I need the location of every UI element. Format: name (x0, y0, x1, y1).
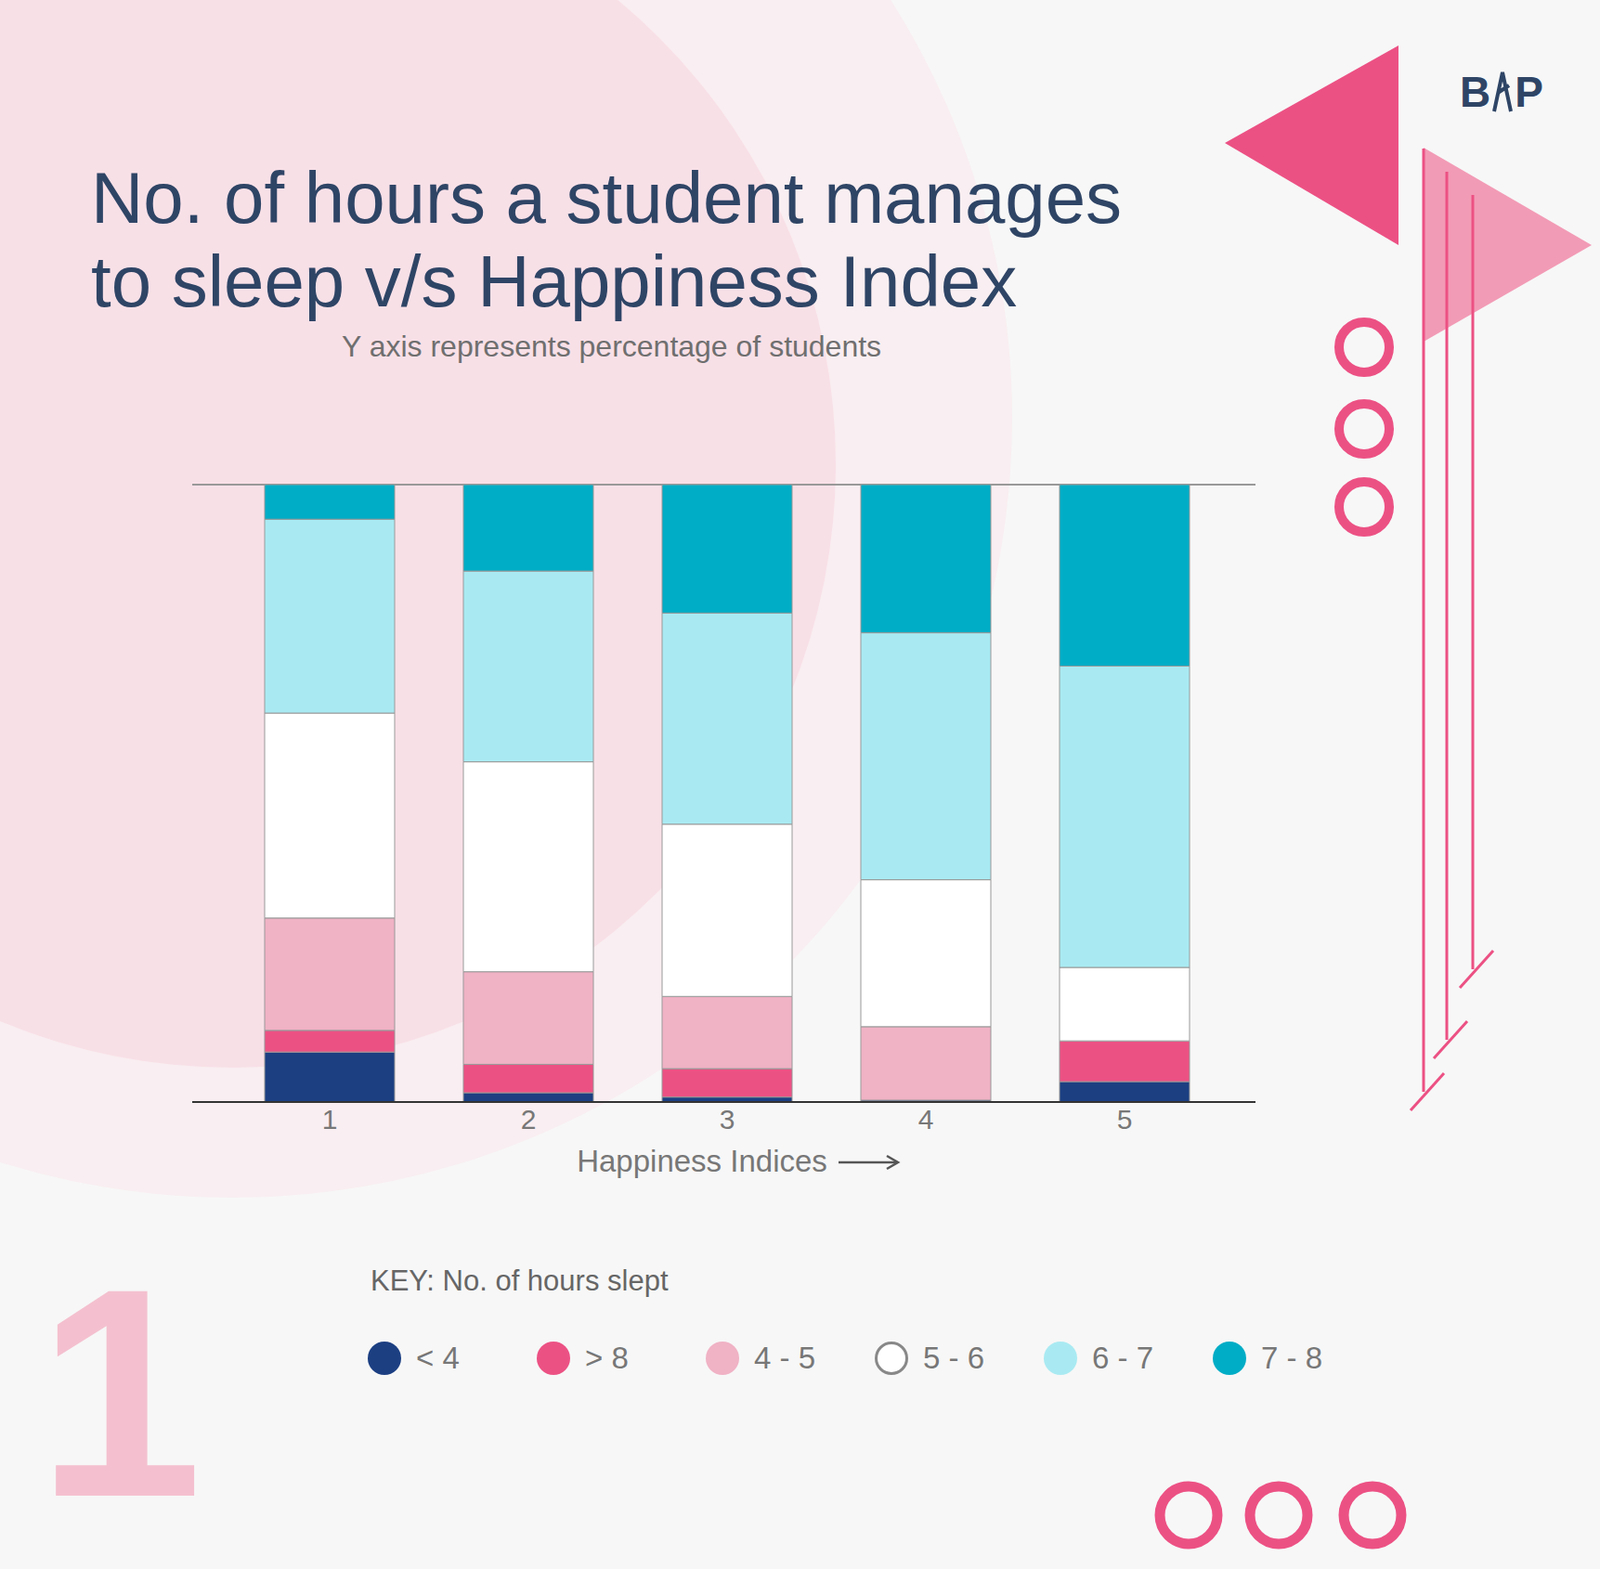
svg-text:5: 5 (1117, 1104, 1133, 1135)
html-text:4 - 5: 4 - 5 (754, 1340, 816, 1376)
html-text:KEY: No. of hours slept: KEY: No. of hours slept (370, 1264, 669, 1298)
svg-text:2: 2 (520, 1104, 537, 1135)
html-text:to sleep v/s Happiness Index: to sleep v/s Happiness Index (91, 240, 1018, 323)
html-text:> 8: > 8 (585, 1340, 629, 1376)
svg-text:4: 4 (918, 1104, 935, 1135)
html-text:No. of hours a student manages: No. of hours a student manages (91, 156, 1122, 239)
html-text:Y axis represents percentage o: Y axis represents percentage of students (341, 329, 882, 364)
html-text:P: P (1514, 67, 1544, 117)
html-text:Happiness Indices: Happiness Indices (576, 1144, 828, 1179)
svg-text:1: 1 (322, 1104, 339, 1135)
svg-text:3: 3 (719, 1104, 736, 1135)
html-text:7 - 8: 7 - 8 (1261, 1340, 1323, 1376)
html-text:< 4: < 4 (416, 1340, 460, 1376)
html-text:B: B (1459, 67, 1491, 117)
html-text:1: 1 (37, 1226, 203, 1560)
html-text:6 - 7: 6 - 7 (1092, 1340, 1154, 1376)
html-text:5 - 6: 5 - 6 (923, 1340, 985, 1376)
